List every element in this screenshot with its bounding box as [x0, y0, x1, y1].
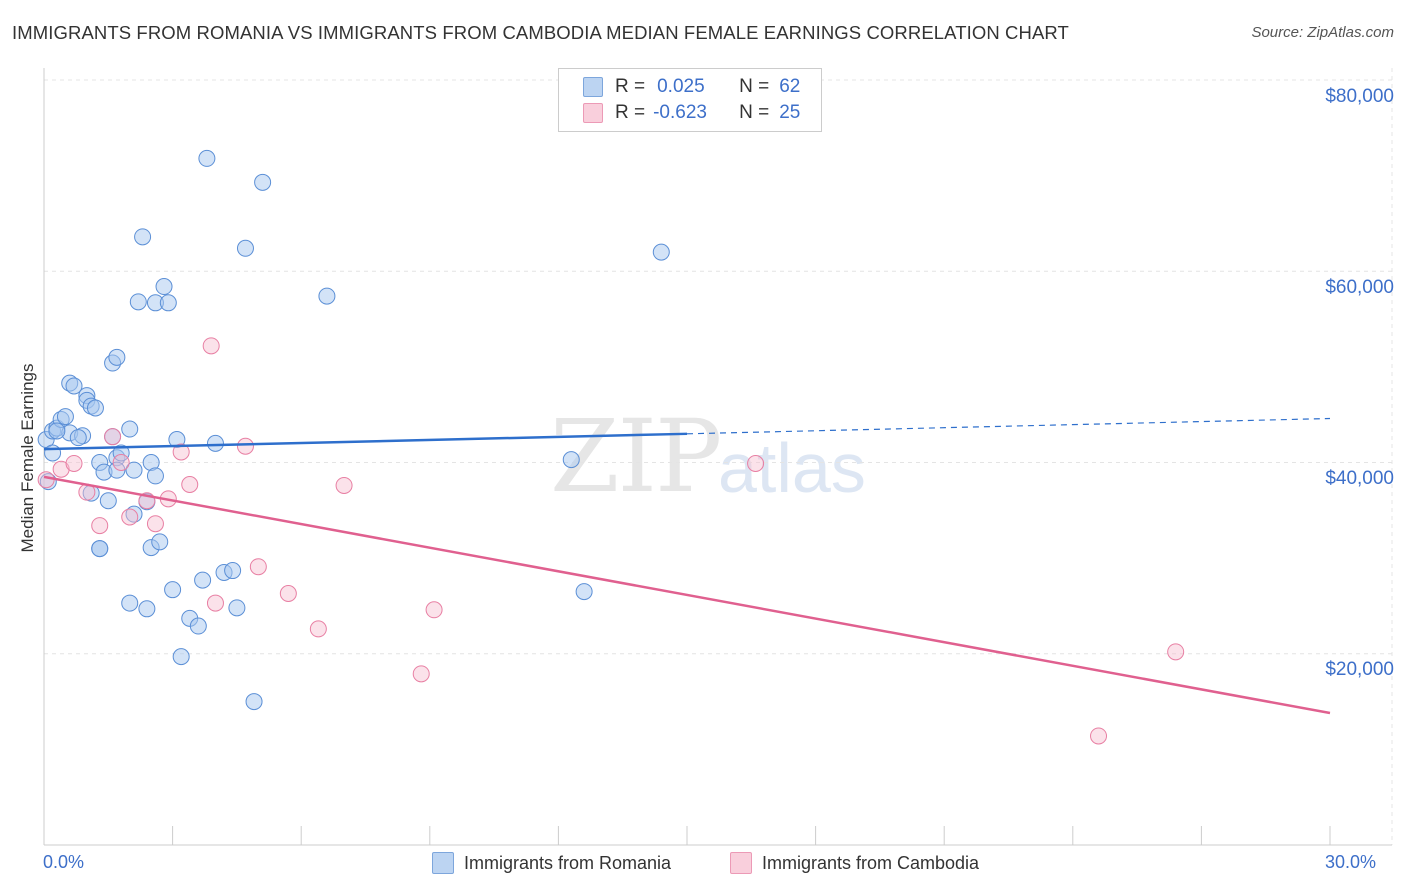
cambodia-point — [335, 476, 353, 494]
romania-point — [121, 594, 139, 612]
x-tick-label-min: 0.0% — [43, 852, 85, 872]
romania-point — [198, 149, 216, 167]
romania-point — [91, 540, 109, 558]
cambodia-point — [1167, 643, 1185, 661]
romania-point — [159, 294, 177, 312]
cambodia-point — [202, 337, 220, 355]
romania-points — [37, 149, 670, 711]
romania-point — [48, 422, 66, 440]
romania-trend-extension — [686, 417, 1331, 435]
romania-point — [134, 228, 152, 246]
romania-point — [146, 467, 164, 485]
cambodia-point — [249, 558, 267, 576]
romania-point — [245, 693, 263, 711]
legend-label: Immigrants from Romania — [464, 852, 672, 873]
romania-point — [236, 239, 254, 257]
source-label: Source: ZipAtlas.com — [1251, 24, 1394, 41]
cambodia-swatch-icon — [730, 852, 752, 874]
cambodia-trend-line — [43, 475, 1331, 715]
cambodia-point — [37, 471, 55, 489]
grid-lines — [44, 68, 1393, 845]
legend-label: Immigrants from Cambodia — [762, 852, 980, 873]
cambodia-point — [112, 454, 130, 471]
romania-point — [99, 492, 117, 510]
romania-point — [575, 583, 593, 601]
y-tick-label: $80,000 — [1325, 86, 1394, 107]
cambodia-point — [121, 508, 139, 526]
cambodia-point — [181, 475, 199, 493]
romania-point — [44, 444, 62, 462]
legend-item-cambodia: Immigrants from Cambodia — [730, 852, 979, 874]
r-label: R = — [615, 102, 646, 123]
legend-row-cambodia: R = -0.623 N = 25 — [583, 101, 800, 125]
cambodia-point — [206, 594, 224, 612]
axes — [43, 68, 1392, 846]
romania-point — [206, 434, 224, 452]
cambodia-point — [747, 454, 765, 472]
romania-point — [151, 533, 169, 551]
romania-point — [86, 399, 104, 417]
romania-point — [121, 420, 139, 438]
romania-point — [224, 562, 242, 580]
cambodia-point — [279, 585, 297, 603]
romania-point — [172, 648, 190, 666]
cambodia-point — [146, 515, 164, 533]
y-tick-label: $60,000 — [1325, 277, 1394, 298]
trend-lines — [43, 417, 1331, 715]
n-label: N = — [739, 102, 770, 123]
romania-point — [194, 571, 212, 589]
romania-swatch-icon — [583, 77, 603, 97]
n-label: N = — [739, 76, 770, 97]
romania-trend-line — [43, 432, 688, 451]
legend-row-romania: R = 0.025 N = 62 — [583, 75, 800, 99]
romania-point — [125, 461, 143, 479]
romania-point — [69, 429, 87, 447]
cambodia-swatch-icon — [583, 103, 603, 123]
n-value: 62 — [779, 76, 801, 97]
cambodia-point — [91, 517, 109, 535]
romania-point — [164, 581, 182, 599]
romania-point — [108, 461, 126, 479]
cambodia-point — [236, 437, 254, 455]
cambodia-point — [172, 443, 190, 461]
romania-point — [254, 173, 272, 191]
romania-point — [108, 348, 126, 366]
romania-point — [562, 451, 580, 469]
cambodia-point — [309, 620, 327, 638]
romania-swatch-icon — [432, 852, 454, 874]
x-tick-label-max: 30.0% — [1325, 852, 1377, 872]
romania-point — [228, 599, 246, 617]
cambodia-point — [425, 601, 443, 619]
correlation-legend: R = 0.025 N = 62 R = -0.623 N = 25 — [558, 68, 822, 132]
cambodia-points — [37, 337, 1185, 745]
y-tick-label: $20,000 — [1325, 659, 1394, 680]
romania-point — [155, 278, 173, 296]
cambodia-point — [1090, 727, 1108, 745]
cambodia-point — [412, 665, 430, 683]
romania-point — [65, 377, 83, 395]
romania-point — [189, 617, 207, 635]
romania-point — [56, 408, 74, 426]
y-tick-label: $40,000 — [1325, 468, 1394, 489]
romania-point — [318, 287, 336, 305]
watermark-atlas: atlas — [718, 429, 866, 507]
romania-point — [652, 243, 670, 261]
n-value: 25 — [779, 102, 801, 123]
r-value: -0.623 — [653, 102, 707, 123]
romania-point — [129, 293, 147, 311]
cambodia-point — [104, 428, 122, 446]
legend-item-romania: Immigrants from Romania — [432, 852, 671, 874]
romania-point — [112, 444, 130, 462]
r-value: 0.025 — [657, 76, 705, 97]
chart-title: IMMIGRANTS FROM ROMANIA VS IMMIGRANTS FR… — [12, 22, 1069, 43]
romania-point — [138, 600, 156, 618]
cambodia-point — [65, 454, 83, 472]
r-label: R = — [615, 76, 646, 97]
